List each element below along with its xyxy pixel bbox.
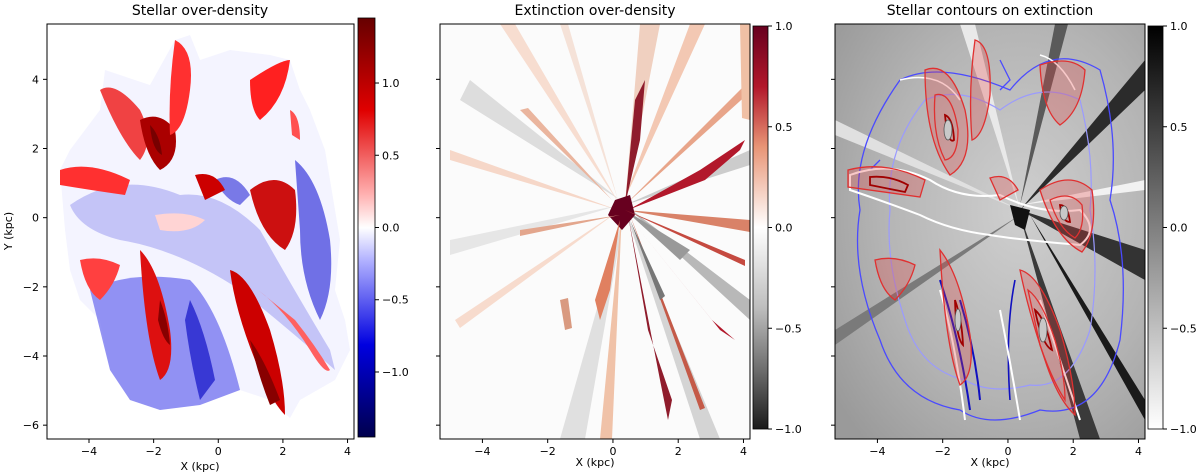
panel-1-colorbar-ticks: 1.0 0.5 0.0 −0.5 −1.0 [375,77,409,379]
x-tick-label: 2 [675,445,682,458]
colorbar-tick-label: 0.0 [1170,222,1188,235]
panel-1-xlabel: X (kpc) [180,460,219,473]
y-tick-label: 0 [32,212,39,225]
panel-2-colorbar [752,25,769,430]
panel-3-xlabel: X (kpc) [970,456,1009,469]
x-tick-label: 2 [1070,445,1077,458]
x-tick-label: 0 [609,445,616,458]
x-tick-label: 0 [215,445,222,458]
panel-1-x-ticks: −4 −2 0 2 4 [81,439,351,458]
panel-2-title: Extinction over-density [514,3,675,19]
x-tick-label: 4 [344,445,351,458]
panel-1-y-ticks: 4 2 0 −2 −4 −6 [23,73,47,432]
x-tick-label: −4 [869,445,885,458]
panel-1-colorbar [357,17,376,438]
colorbar-tick-label: 1.0 [1170,20,1188,33]
x-tick-label: −4 [474,445,490,458]
colorbar-tick-label: 0.5 [775,121,793,134]
colorbar-tick-label: 0.5 [1170,121,1188,134]
y-tick-label: −2 [23,281,39,294]
colorbar-tick-label: −0.5 [1170,322,1197,335]
panel-2-frame [439,23,751,440]
panel-stellar-over-density: Stellar over-density −4 −2 0 2 [2,3,409,473]
colorbar-tick-label: 0.0 [382,222,400,235]
colorbar-tick-label: −0.5 [775,322,802,335]
panel-3-y-ticks [831,78,835,426]
panel-1-ylabel: Y (kpc) [2,212,15,251]
x-tick-label: 2 [279,445,286,458]
panel-1-heatmap [60,35,350,418]
x-tick-label: −2 [540,445,556,458]
panel-2-x-ticks: −4 −2 0 2 4 [474,439,747,458]
y-tick-label: −6 [23,419,39,432]
colorbar-tick-label: 1.0 [382,77,400,90]
y-tick-label: 2 [32,143,39,156]
panel-3-frame [834,23,1146,440]
panel-3-colorbar [1147,25,1164,430]
colorbar-tick-label: 0.0 [775,222,793,235]
x-tick-label: 4 [740,445,747,458]
colorbar-tick-label: −1.0 [775,423,802,436]
colorbar-tick-label: −1.0 [382,366,409,379]
x-tick-label: −2 [146,445,162,458]
x-tick-label: 0 [1004,445,1011,458]
panel-3-title: Stellar contours on extinction [887,3,1093,19]
panel-2-heatmap [440,24,750,439]
x-tick-label: 4 [1135,445,1142,458]
panel-extinction-over-density: Extinction over-density [436,3,802,469]
panel-2-colorbar-ticks: 1.0 0.5 0.0 −0.5 −1.0 [768,20,802,436]
colorbar-tick-label: −0.5 [382,294,409,307]
y-tick-label: −4 [23,350,39,363]
panel-1-title: Stellar over-density [132,3,268,19]
y-tick-label: 4 [32,73,39,86]
panel-3-x-ticks: −4 −2 0 2 4 [869,439,1142,458]
panel-3-colorbar-ticks: 1.0 0.5 0.0 −0.5 −1.0 [1163,20,1197,436]
panel-2-y-ticks [436,78,440,426]
x-tick-label: −2 [935,445,951,458]
colorbar-tick-label: 1.0 [775,20,793,33]
colorbar-tick-label: −1.0 [1170,423,1197,436]
panel-2-xlabel: X (kpc) [575,456,614,469]
colorbar-tick-label: 0.5 [382,149,400,162]
panel-stellar-contours-on-extinction: Stellar contours on extinction [831,3,1197,469]
x-tick-label: −4 [81,445,97,458]
panel-3-heatmap [835,24,1145,439]
panel-1-frame [46,23,355,440]
